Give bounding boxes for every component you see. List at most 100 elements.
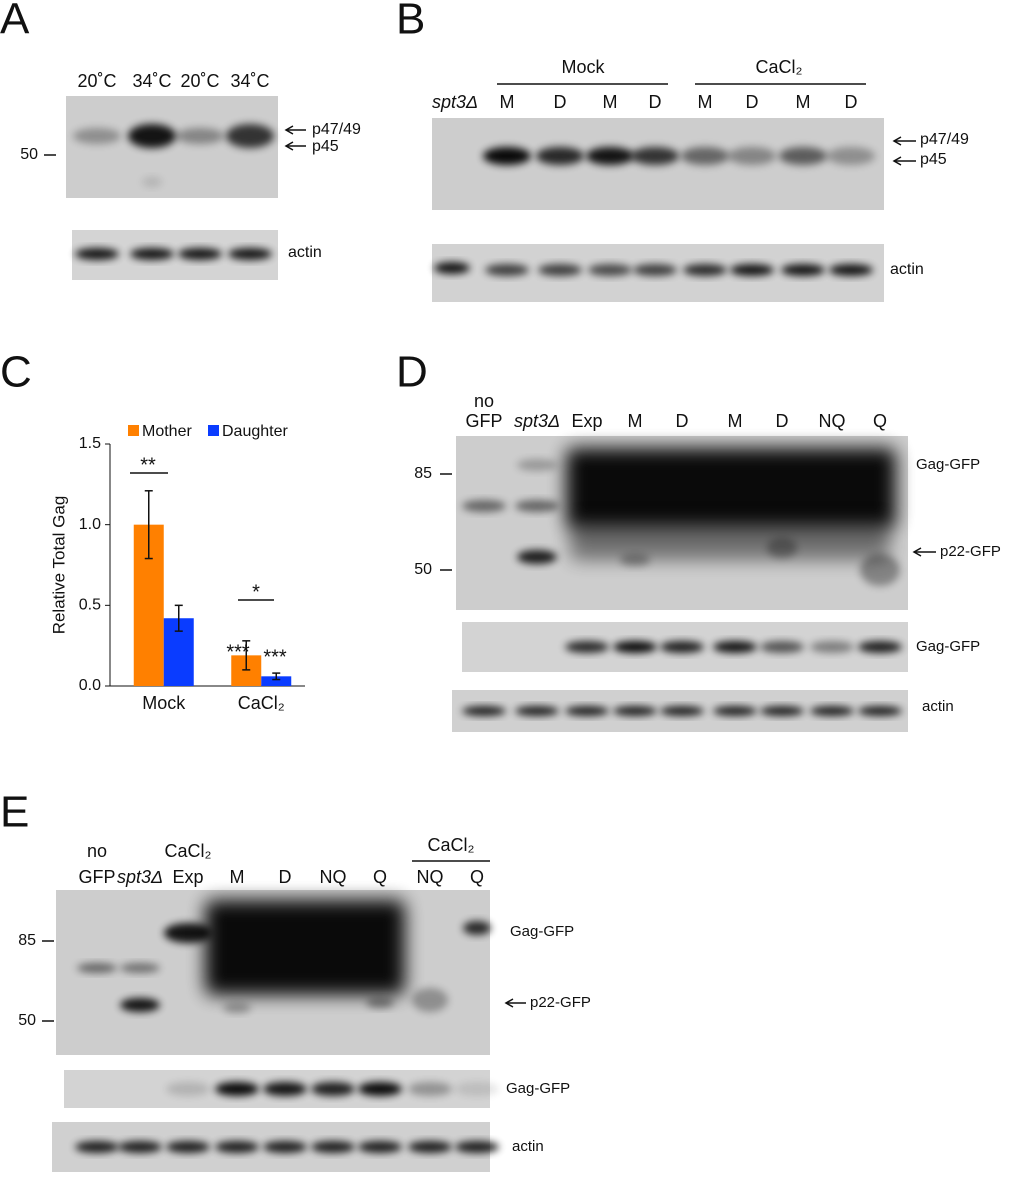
label: p45	[312, 138, 339, 155]
band	[827, 147, 875, 165]
band	[613, 641, 657, 653]
band	[713, 706, 757, 716]
band	[408, 1082, 452, 1096]
legend-label: Mother	[142, 423, 192, 440]
lane-label: GFP	[465, 411, 502, 431]
band	[515, 706, 559, 716]
band	[683, 264, 727, 276]
panel-letter: A	[0, 0, 30, 44]
annotation: **	[140, 454, 156, 476]
arrow-head	[284, 141, 294, 151]
label: actin	[922, 698, 954, 715]
band	[366, 998, 394, 1008]
band	[463, 921, 491, 935]
panel-letter: C	[0, 348, 32, 397]
band	[858, 641, 902, 653]
band	[75, 1141, 119, 1153]
band	[77, 963, 117, 973]
label: p47/49	[920, 131, 969, 148]
band	[226, 124, 274, 148]
arrow-head	[892, 156, 902, 166]
band	[120, 998, 160, 1012]
x-tick-label: CaCl₂	[238, 693, 285, 713]
lane-label: 20˚C	[77, 71, 116, 91]
lane-label: M	[728, 411, 743, 431]
band	[130, 248, 174, 260]
lane-label: Q	[873, 411, 887, 431]
band	[713, 641, 757, 653]
band	[483, 147, 531, 165]
lane-label: no	[87, 841, 107, 861]
label: Mock	[561, 57, 605, 77]
smear	[570, 520, 890, 560]
band	[462, 706, 506, 716]
y-axis-title: Relative Total Gag	[49, 496, 68, 635]
marker-label: 50	[18, 1012, 36, 1029]
annotation: ***	[226, 641, 250, 663]
band	[228, 248, 272, 260]
lane-label: M	[628, 411, 643, 431]
marker-label: 50	[20, 146, 38, 163]
lane-label: D	[845, 92, 858, 112]
band	[311, 1082, 355, 1096]
band	[75, 248, 119, 260]
band	[728, 147, 776, 165]
y-tick-label: 0.5	[79, 597, 101, 614]
lane-label: Exp	[172, 867, 203, 887]
band	[767, 538, 797, 558]
error-bar	[242, 640, 251, 671]
band	[565, 706, 609, 716]
band	[462, 500, 506, 512]
band	[565, 641, 609, 653]
lane-label: NQ	[819, 411, 846, 431]
band	[166, 1082, 210, 1096]
marker-label: 85	[414, 465, 432, 482]
band	[536, 147, 584, 165]
band	[164, 923, 212, 943]
panel-letter: D	[396, 348, 428, 397]
band	[455, 1082, 499, 1096]
label: p45	[920, 151, 947, 168]
label: Gag-GFP	[510, 923, 574, 940]
label: Gag-GFP	[916, 638, 980, 655]
band	[810, 641, 854, 653]
band	[434, 262, 470, 274]
band	[760, 706, 804, 716]
marker-label: 85	[18, 932, 36, 949]
bar	[261, 676, 292, 686]
label: actin	[890, 261, 924, 278]
smear	[566, 448, 896, 528]
band	[128, 124, 176, 148]
band	[485, 264, 529, 276]
lane-label: 34˚C	[132, 71, 171, 91]
x-tick-label: Mock	[142, 693, 186, 713]
legend-label: Daughter	[222, 423, 288, 440]
error-bar	[174, 604, 183, 632]
band	[142, 177, 162, 187]
band	[613, 706, 657, 716]
band	[120, 963, 160, 973]
lane-label: no	[474, 391, 494, 411]
band	[631, 147, 679, 165]
band	[829, 264, 873, 276]
panel-letter: B	[396, 0, 425, 44]
label: actin	[512, 1138, 544, 1155]
annotation: *	[252, 581, 260, 603]
band	[810, 706, 854, 716]
band	[760, 641, 804, 653]
error-bar	[144, 490, 153, 560]
label: p22-GFP	[940, 543, 1001, 560]
arrow-head	[504, 998, 514, 1008]
band	[118, 1141, 162, 1153]
lane-label: D	[554, 92, 567, 112]
band	[215, 1141, 259, 1153]
label: actin	[288, 244, 322, 261]
label: p47/49	[312, 121, 361, 138]
band	[408, 1141, 452, 1153]
y-tick-label: 0.0	[79, 677, 101, 694]
label: CaCl₂	[428, 835, 475, 855]
lane-label: NQ	[417, 867, 444, 887]
error-bar	[272, 672, 281, 681]
lane-label: D	[776, 411, 789, 431]
panel-letter: E	[0, 788, 29, 837]
